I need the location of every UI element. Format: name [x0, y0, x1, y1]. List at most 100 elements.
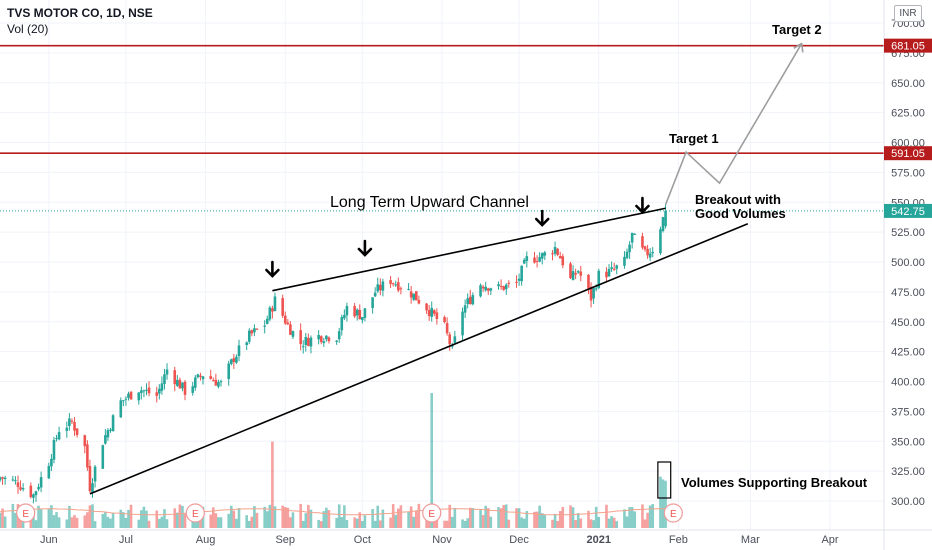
candle-body	[14, 480, 17, 482]
candle-body	[335, 340, 338, 342]
volume-bar	[232, 510, 236, 528]
volume-bar	[1, 508, 4, 528]
volume-bar	[394, 514, 398, 528]
volume-bar	[355, 518, 359, 528]
volume-bar	[507, 519, 511, 528]
volume-bar	[281, 505, 284, 528]
volume-ma-line	[0, 508, 666, 516]
candle-body	[463, 305, 467, 313]
candle-body	[75, 428, 79, 435]
target1-label: Target 1	[669, 131, 719, 146]
volume-bar	[47, 508, 51, 528]
time-axis: Jun Jul Aug Sep Oct Nov Dec 2021 Feb Mar Apr	[0, 529, 932, 546]
volume-bar	[319, 521, 323, 528]
volume-bar	[574, 520, 577, 528]
volume-bar	[52, 515, 56, 528]
price-badge-label: 591.05	[891, 148, 925, 160]
candle-body	[641, 236, 644, 248]
last-price-label: 542.75	[891, 206, 925, 218]
volume-bar	[489, 516, 493, 528]
volume-bar	[93, 521, 97, 528]
volume-highlight-box	[657, 461, 672, 499]
candle-body	[271, 308, 274, 312]
volume-bar	[3, 516, 7, 528]
candle-body	[181, 382, 184, 389]
volume-bar	[499, 508, 503, 528]
candle-body	[497, 284, 500, 287]
volume-bar	[448, 504, 452, 528]
volume-bar	[271, 441, 274, 528]
candle-body	[612, 268, 616, 270]
volume-bar	[484, 505, 487, 528]
volume-bar	[214, 513, 218, 528]
volume-bar	[309, 509, 313, 528]
candle-body	[88, 466, 92, 492]
candle-body	[430, 307, 434, 317]
candle-body	[615, 265, 619, 269]
candle-body	[309, 337, 313, 347]
y-tick-label: 400.00	[891, 377, 925, 389]
volume-bar	[83, 515, 87, 528]
candle-body	[104, 435, 107, 444]
volume-bar	[325, 507, 328, 528]
volume-bar	[227, 513, 231, 528]
volume-bar	[70, 517, 74, 528]
candle-body	[289, 324, 292, 335]
breakout-label-line1: Breakout with	[695, 192, 781, 207]
volume-bar	[55, 512, 58, 528]
candle-body	[235, 356, 238, 363]
candle-body	[425, 303, 428, 311]
candle-body	[628, 244, 631, 253]
volume-bars	[0, 393, 667, 528]
candle-body	[337, 331, 341, 340]
volume-bar	[571, 507, 575, 528]
volume-bar	[209, 514, 213, 528]
volume-bar	[140, 510, 143, 528]
earnings-marker-label: E	[670, 509, 677, 520]
volume-bar	[543, 514, 547, 528]
volume-bar	[497, 507, 500, 528]
candle-body	[176, 379, 179, 386]
volume-bar	[245, 515, 248, 528]
volume-bar	[481, 515, 485, 528]
volume-bar	[286, 507, 290, 528]
y-tick-label: 575.00	[891, 167, 925, 179]
candle-body	[371, 297, 374, 309]
candle-body	[199, 375, 202, 377]
candle-body	[379, 284, 382, 291]
volume-bar	[211, 507, 215, 528]
candle-body	[57, 432, 61, 440]
volume-bar	[273, 506, 277, 528]
volume-bar	[538, 505, 541, 528]
volume-bar	[68, 505, 71, 528]
volume-bar	[461, 519, 464, 528]
candle-body	[37, 486, 40, 490]
candle-body	[479, 285, 482, 297]
volume-bar	[520, 517, 523, 528]
volume-bar	[597, 516, 601, 528]
candle-body	[127, 393, 130, 398]
candle-body	[607, 269, 611, 277]
candle-body	[178, 379, 182, 389]
volume-bar	[533, 511, 536, 528]
y-tick-label: 375.00	[891, 406, 925, 418]
earnings-marker-label: E	[428, 509, 435, 520]
volume-bar	[335, 517, 338, 528]
candle-body	[361, 316, 364, 321]
volume-bar	[397, 508, 400, 528]
candle-body	[21, 488, 25, 490]
candle-body	[597, 270, 601, 289]
volume-bar	[576, 513, 580, 528]
candle-body	[381, 281, 385, 291]
candle-body	[353, 306, 356, 317]
candle-body	[409, 291, 413, 298]
candle-body	[453, 336, 457, 343]
candle-body	[191, 386, 195, 393]
candle-body	[219, 381, 223, 383]
volume-bar	[522, 518, 526, 528]
x-tick-label: Jul	[119, 534, 133, 546]
volume-bar	[610, 516, 613, 528]
currency-button[interactable]: INR	[894, 5, 922, 22]
volume-bar	[14, 512, 17, 528]
